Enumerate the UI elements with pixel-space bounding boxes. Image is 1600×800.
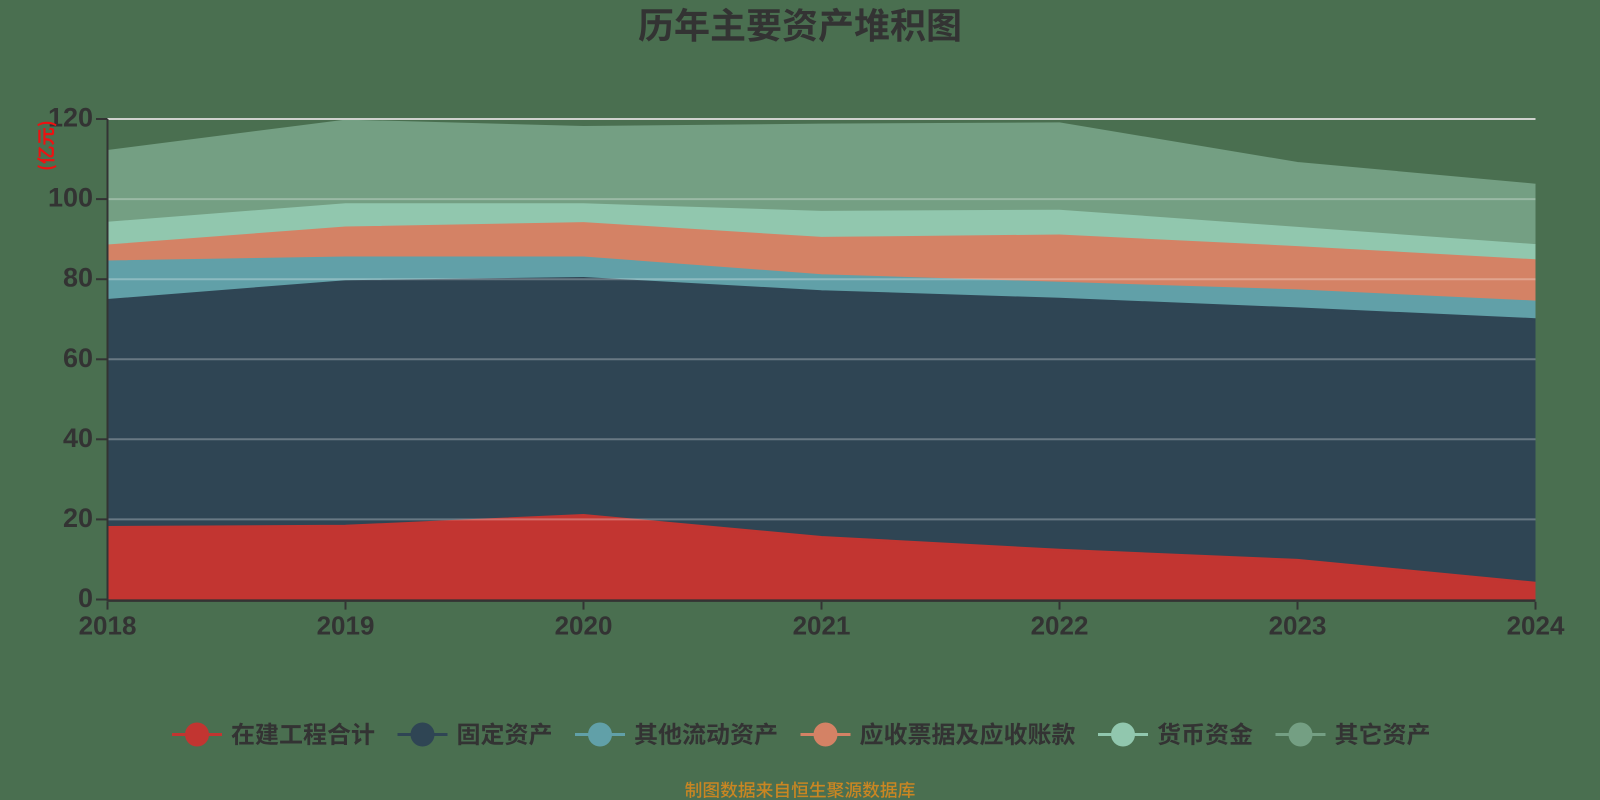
svg-text:2020: 2020 [555, 611, 613, 641]
svg-text:20: 20 [63, 503, 93, 533]
svg-text:100: 100 [48, 183, 93, 213]
svg-text:80: 80 [63, 263, 93, 293]
svg-text:60: 60 [63, 343, 93, 373]
svg-text:2019: 2019 [317, 611, 375, 641]
svg-text:0: 0 [78, 583, 93, 613]
svg-text:2021: 2021 [793, 611, 851, 641]
svg-text:2022: 2022 [1031, 611, 1089, 641]
svg-text:120: 120 [48, 103, 93, 133]
svg-text:40: 40 [63, 423, 93, 453]
svg-text:2024: 2024 [1507, 611, 1565, 641]
svg-text:2023: 2023 [1269, 611, 1327, 641]
svg-text:2018: 2018 [79, 611, 137, 641]
